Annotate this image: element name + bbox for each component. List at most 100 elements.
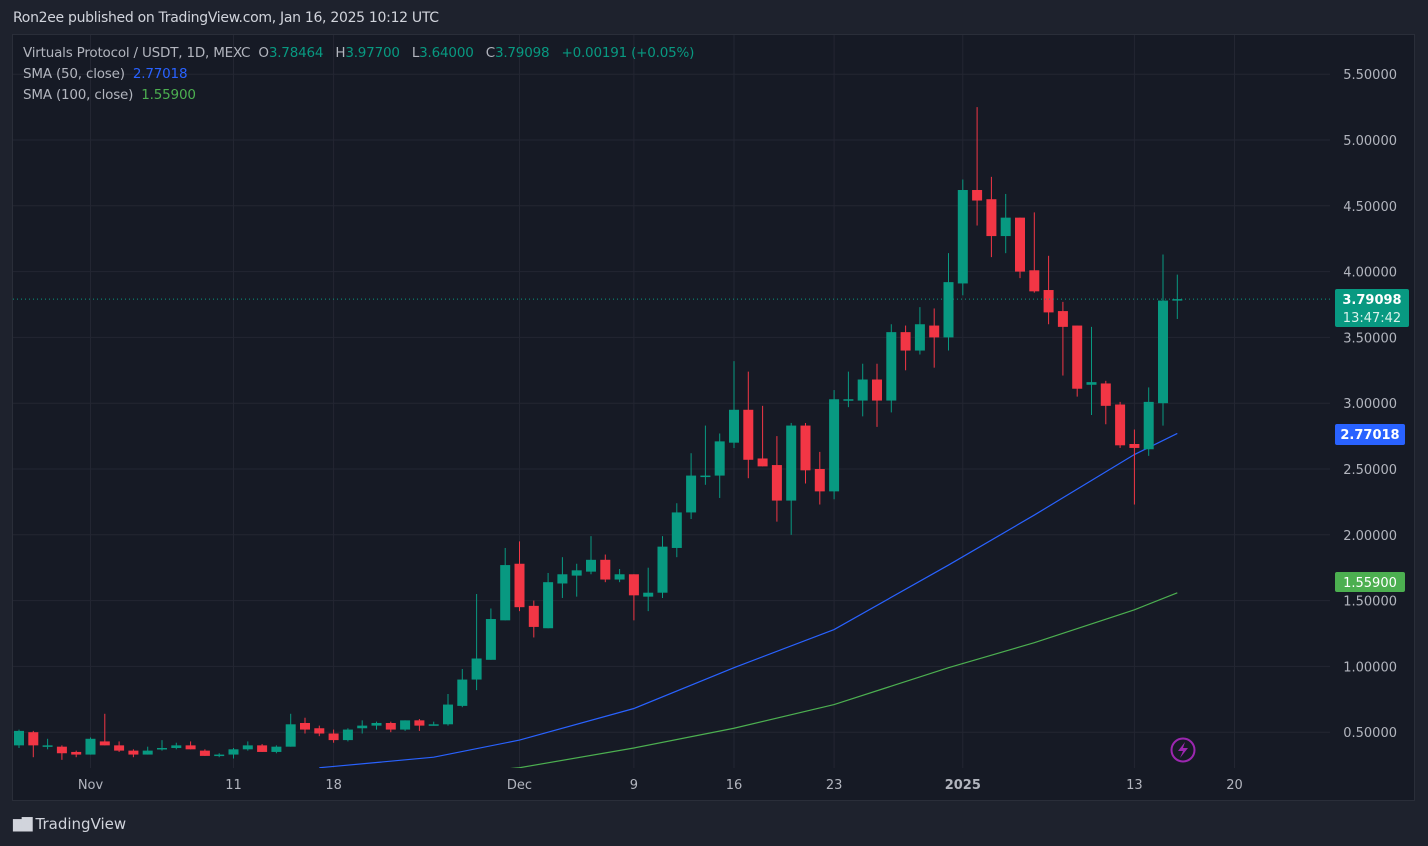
sma100-line bbox=[510, 592, 1178, 768]
candle-body bbox=[686, 475, 697, 513]
price-tick-label: 4.50000 bbox=[1343, 200, 1397, 215]
price-tick-label: 2.50000 bbox=[1343, 463, 1397, 478]
candle-body bbox=[1086, 382, 1097, 385]
candle bbox=[1029, 212, 1040, 293]
candle-body bbox=[700, 475, 711, 478]
change-value: +0.00191 (+0.05%) bbox=[561, 45, 695, 61]
brand-name: TradingView bbox=[35, 815, 127, 833]
candle bbox=[1143, 387, 1154, 456]
candle bbox=[214, 753, 225, 758]
candle bbox=[142, 746, 153, 755]
candle bbox=[371, 721, 382, 730]
candle-body bbox=[614, 574, 625, 580]
chart-panel[interactable] bbox=[12, 34, 1415, 801]
candle-body bbox=[757, 458, 768, 467]
price-tick-label: 0.50000 bbox=[1343, 726, 1397, 741]
candle bbox=[171, 742, 182, 750]
date-tick-label: 20 bbox=[1226, 778, 1243, 793]
candle-body bbox=[957, 190, 968, 284]
time-axis[interactable]: Nov 11 18 Dec 9 16 23 2025 13 20 bbox=[78, 778, 1243, 793]
date-tick-label: 16 bbox=[726, 778, 743, 793]
date-tick-label: 11 bbox=[225, 778, 242, 793]
candle-body bbox=[543, 582, 554, 629]
candle bbox=[671, 503, 682, 558]
candle bbox=[800, 422, 811, 484]
candle-body bbox=[1129, 443, 1140, 448]
price-tick-label: 2.00000 bbox=[1343, 529, 1397, 544]
candle bbox=[814, 451, 825, 505]
candle-body bbox=[643, 592, 654, 597]
date-tick-label: Dec bbox=[507, 778, 532, 793]
candle-body bbox=[414, 720, 425, 726]
candle bbox=[886, 324, 897, 413]
candle bbox=[1057, 301, 1068, 376]
sma100-value: 1.55900 bbox=[141, 87, 196, 103]
candle bbox=[42, 738, 53, 750]
candle-body bbox=[657, 546, 668, 593]
candle-body bbox=[371, 722, 382, 726]
candle bbox=[929, 308, 940, 368]
candle-body bbox=[514, 563, 525, 608]
candle bbox=[257, 744, 268, 752]
candle-body bbox=[1072, 325, 1083, 389]
candle bbox=[686, 453, 697, 520]
tradingview-branding[interactable]: ▆▇ TradingView bbox=[13, 815, 126, 833]
candle bbox=[457, 669, 468, 708]
candle-body bbox=[872, 379, 882, 401]
price-tick-label: 1.00000 bbox=[1343, 660, 1397, 675]
candle bbox=[228, 747, 239, 759]
candle-body bbox=[771, 465, 782, 501]
lightning-icon[interactable] bbox=[1170, 737, 1196, 763]
candle-body bbox=[943, 282, 954, 338]
symbol-title[interactable]: Virtuals Protocol / USDT, 1D, MEXC bbox=[23, 45, 251, 61]
candle-body bbox=[829, 399, 840, 492]
price-tick-label: 1.50000 bbox=[1343, 595, 1397, 610]
candle-body bbox=[142, 750, 153, 755]
candle bbox=[242, 741, 253, 751]
candle bbox=[300, 717, 310, 734]
candle-body bbox=[1000, 217, 1011, 237]
candle bbox=[857, 363, 868, 417]
candle-body bbox=[400, 720, 411, 730]
candle bbox=[600, 554, 611, 583]
legend-sma50[interactable]: SMA (50, close) 2.77018 bbox=[23, 66, 191, 82]
candle bbox=[943, 253, 954, 351]
legend-sma100[interactable]: SMA (100, close) 1.55900 bbox=[23, 87, 200, 103]
sma50-badge bbox=[1335, 424, 1405, 445]
candle-body bbox=[357, 725, 368, 729]
candle bbox=[757, 405, 768, 467]
candle-body bbox=[271, 746, 282, 752]
sma50-badge-value: 2.77018 bbox=[1340, 428, 1399, 443]
candle-body bbox=[571, 570, 582, 576]
candle bbox=[99, 713, 110, 746]
low-value: 3.64000 bbox=[419, 45, 474, 61]
candle bbox=[700, 425, 711, 485]
publisher-line: Ron2ee published on TradingView.com, Jan… bbox=[13, 10, 439, 26]
candle-body bbox=[214, 754, 225, 757]
candle bbox=[628, 574, 639, 621]
candle-body bbox=[42, 745, 53, 747]
candle bbox=[957, 179, 968, 296]
candle bbox=[1158, 254, 1168, 426]
candle-body bbox=[714, 441, 725, 476]
candle-body bbox=[1057, 311, 1068, 327]
price-tick-label: 5.50000 bbox=[1343, 68, 1397, 83]
price-axis[interactable]: 0.50000 1.00000 1.50000 2.00000 2.50000 3.000… bbox=[1343, 68, 1397, 741]
candle-body bbox=[843, 399, 854, 401]
candle bbox=[643, 567, 654, 612]
date-tick-label: Nov bbox=[78, 778, 104, 793]
candle-body bbox=[185, 745, 196, 750]
candle bbox=[285, 713, 296, 747]
candle-body bbox=[600, 559, 611, 580]
candle bbox=[357, 720, 368, 734]
candle-body bbox=[300, 722, 310, 730]
candle bbox=[414, 719, 425, 731]
candle bbox=[14, 729, 24, 748]
sma50-label: SMA (50, close) bbox=[23, 66, 125, 82]
candle-body bbox=[1043, 290, 1054, 313]
candle bbox=[114, 741, 125, 752]
tradingview-logo-icon: ▆▇ bbox=[13, 816, 32, 832]
candle-body bbox=[1143, 401, 1154, 450]
candle bbox=[586, 536, 596, 575]
